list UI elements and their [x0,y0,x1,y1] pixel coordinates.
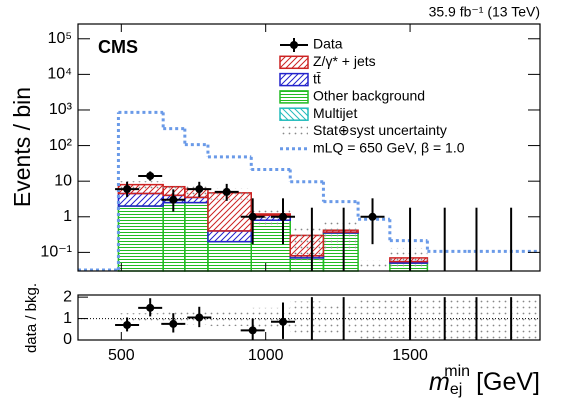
stack-bar [207,230,252,243]
stack-bar [117,205,164,272]
legend-label: Multijet [313,105,357,121]
x-title-sup: min [444,363,470,380]
legend-label: Z/γ* + jets [313,53,376,69]
data-point [222,187,231,196]
ratio-y-tick-label: 2 [63,288,72,305]
legend-label: Stat⊕syst uncertainty [313,122,447,138]
ratio-uncertainty-band [358,297,390,340]
data-point [279,212,288,221]
data-point [248,212,257,221]
ratio-axis-title: data / bkg. [23,283,40,353]
stack-bar [207,240,252,272]
x-title-sub: ej [450,381,462,398]
stack-bar [250,219,291,272]
data-point [146,171,155,180]
ratio-uncertainty-band [207,311,252,327]
ratio-point [279,317,288,326]
y-tick-label: 1 [63,208,72,225]
stack-bar [184,201,209,272]
y-tick-label: 10³ [49,101,73,118]
legend-label: Data [313,36,343,52]
uncertainty-band [358,260,390,271]
data-point [195,185,204,194]
cms-label: CMS [98,37,138,57]
uncertainty-band [389,247,428,271]
stack-bar [184,196,209,204]
legend-label: mLQ = 650 GeV, β = 1.0 [313,140,465,156]
legend-symbol [279,107,309,121]
lumi-label: 35.9 fb⁻¹ (13 TeV) [429,4,540,20]
ratio-y-tick-label: 1 [63,310,72,327]
data-point [123,185,132,194]
x-title-symbol: m [429,368,450,396]
x-tick-label: 1000 [248,347,284,364]
y-tick-label: 10⁴ [47,66,72,83]
y-axis-title: Events / bin [9,87,35,207]
uncertainty-band [118,181,164,190]
legend-symbol [280,125,308,138]
y-tick-label: 10⁻¹ [40,244,72,261]
data-point [368,212,377,221]
uncertainty-band [251,207,291,225]
stack-bar [162,201,186,272]
legend-label: tt̄ [313,70,321,86]
x-axis-title: mejmin [GeV] [429,363,540,398]
x-tick-label: 500 [108,347,135,364]
y-tick-label: 10² [49,137,73,154]
ratio-point [123,321,132,329]
plot-frame [77,23,541,272]
ratio-point [248,326,257,335]
x-tick-label: 1500 [392,347,428,364]
ratio-y-tick-label: 0 [63,331,72,348]
legend-symbol [279,55,309,70]
ratio-uncertainty-band [323,303,359,334]
x-title-unit: [GeV] [476,368,540,396]
uncertainty-band [163,182,185,193]
legend-symbol [290,41,298,49]
uncertainty-band [323,221,359,249]
y-tick-label: 10⁵ [48,30,72,47]
legend-symbol [279,90,309,104]
ratio-point [146,303,155,312]
legend-symbol [279,72,309,87]
ratio-point [169,319,178,328]
data-point [169,195,178,204]
ratio-point [195,313,204,322]
y-tick-label: 10 [54,172,72,189]
legend-label: Other background [313,88,425,104]
stack-bar [117,192,164,207]
ratio-uncertainty-band [118,313,164,324]
ratio-frame [77,294,541,341]
uncertainty-band [290,226,324,261]
